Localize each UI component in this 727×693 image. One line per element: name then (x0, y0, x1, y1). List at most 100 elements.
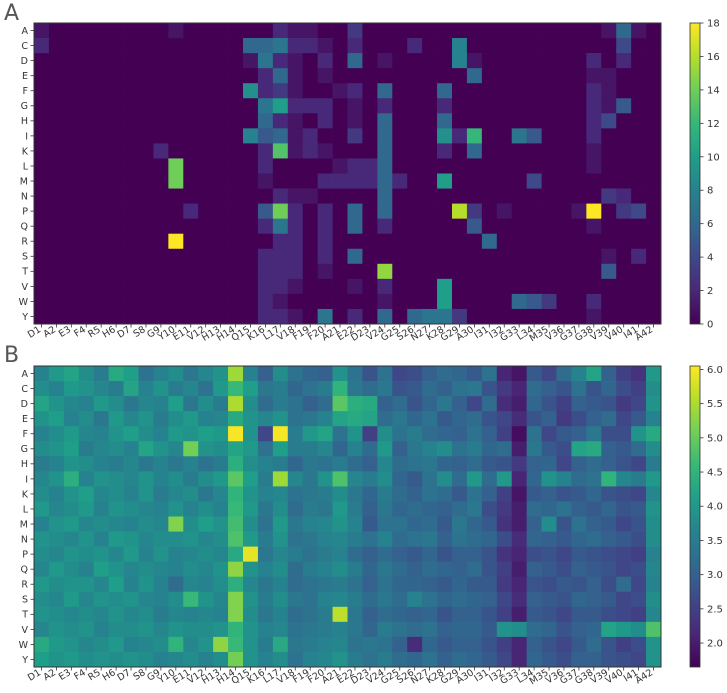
heatmap-cell (302, 546, 318, 562)
heatmap-cell (556, 366, 572, 382)
heatmap-cell (556, 248, 572, 265)
heatmap-cell (377, 278, 393, 295)
heatmap-cell (646, 68, 662, 84)
heatmap-cell (228, 38, 244, 54)
heatmap-cell (287, 173, 304, 189)
heatmap-cell (332, 636, 348, 653)
heatmap-cell (422, 128, 438, 144)
heatmap-cell (63, 621, 80, 638)
heatmap-cell (153, 203, 169, 219)
heatmap-cell (526, 293, 542, 310)
heatmap-cell (78, 486, 95, 502)
heatmap-cell (272, 173, 289, 189)
heatmap-cell (168, 516, 184, 532)
heatmap-cell (616, 606, 632, 623)
heatmap-cell (213, 113, 229, 129)
heatmap-cell (63, 366, 80, 382)
heatmap-cell (362, 263, 378, 280)
heatmap-cell (34, 396, 50, 412)
heatmap-cell (541, 411, 557, 427)
heatmap-cell (556, 651, 572, 668)
heatmap-cell (616, 308, 632, 325)
heatmap-cell (198, 158, 214, 174)
heatmap-cell (407, 366, 423, 382)
heatmap-cell (213, 426, 229, 442)
heatmap-cell (183, 456, 199, 472)
heatmap-cell (452, 501, 468, 517)
heatmap-cell (347, 158, 363, 174)
heatmap-cell (257, 561, 274, 578)
heatmap-cell (243, 218, 259, 235)
heatmap-cell (586, 263, 602, 280)
heatmap-cell (287, 113, 304, 129)
heatmap-cell (34, 263, 50, 280)
heatmap-cell (302, 591, 318, 608)
heatmap-cell (257, 293, 274, 310)
heatmap-cell (407, 396, 423, 412)
heatmap-cell (362, 143, 378, 159)
heatmap-cell (34, 308, 50, 325)
heatmap-cell (78, 158, 95, 174)
heatmap-cell (317, 278, 333, 295)
heatmap-cell (123, 68, 139, 84)
heatmap-cell (466, 396, 483, 412)
heatmap-cell (138, 516, 154, 532)
y-tick-label: M (20, 519, 28, 530)
heatmap-cell (213, 561, 229, 578)
heatmap-cell (392, 546, 408, 562)
heatmap-cell (407, 411, 423, 427)
heatmap-cell (541, 278, 557, 295)
heatmap-cell (287, 426, 304, 442)
heatmap-cell (452, 486, 468, 502)
heatmap-cell (347, 606, 363, 623)
heatmap-cell (422, 143, 438, 159)
heatmap-cell (347, 366, 363, 382)
x-tick-label: D7 (115, 324, 132, 340)
heatmap-cell (78, 23, 95, 39)
heatmap-cell (213, 83, 229, 99)
heatmap-cell (556, 263, 572, 280)
heatmap-cell (168, 233, 184, 250)
heatmap-cell (481, 561, 498, 578)
heatmap-cell (93, 293, 109, 310)
colorbar-tick-label: 6 (707, 219, 713, 230)
heatmap-cell (511, 501, 527, 517)
heatmap-cell (407, 158, 423, 174)
heatmap-cell (93, 188, 109, 204)
heatmap-cell (198, 531, 214, 547)
heatmap-cell (377, 471, 393, 487)
heatmap-cell (198, 128, 214, 144)
heatmap-cell (347, 576, 363, 593)
heatmap-cell (123, 23, 139, 39)
heatmap-cell (407, 456, 423, 472)
heatmap-cell (571, 83, 587, 99)
heatmap-cell (183, 651, 199, 668)
heatmap-cell (511, 441, 527, 457)
heatmap-cell (93, 531, 109, 547)
heatmap-cell (257, 546, 274, 562)
heatmap-cell (541, 218, 557, 235)
heatmap-cell (183, 606, 199, 623)
heatmap-cell (48, 591, 65, 608)
heatmap-cell (198, 366, 214, 382)
heatmap-cell (198, 53, 214, 69)
heatmap-cell (377, 561, 393, 578)
heatmap-cell (646, 83, 662, 99)
heatmap-cell (646, 501, 662, 517)
heatmap-cell (362, 293, 378, 310)
heatmap-cell (287, 308, 304, 325)
heatmap-cell (153, 128, 169, 144)
heatmap-cell (257, 411, 274, 427)
heatmap-cell (34, 591, 50, 608)
y-tick-label: A (22, 26, 29, 37)
heatmap-cell (392, 68, 408, 84)
heatmap-cell (317, 233, 333, 250)
heatmap-cell (362, 441, 378, 457)
heatmap-cell (496, 68, 513, 84)
heatmap-cell (466, 546, 483, 562)
heatmap-cell (243, 188, 259, 204)
heatmap-cell (377, 53, 393, 69)
heatmap-cell (93, 441, 109, 457)
heatmap-cell (123, 426, 139, 442)
heatmap-cell (556, 293, 572, 310)
